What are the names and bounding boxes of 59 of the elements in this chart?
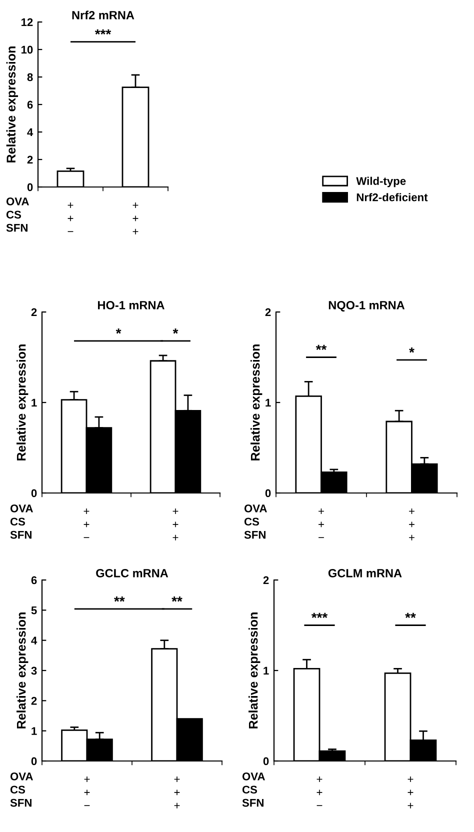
y-tick-label: 0 bbox=[265, 489, 271, 498]
annotation: ** bbox=[114, 596, 125, 602]
y-tick-label: 0 bbox=[31, 489, 37, 498]
x-axis-title: OVA CS SFN bbox=[242, 772, 265, 807]
y-axis-title: Relative expression bbox=[6, 46, 18, 162]
annotation: ** bbox=[316, 344, 327, 350]
x-tick-label: + + − bbox=[316, 776, 322, 806]
y-tick-label: 0 bbox=[263, 757, 269, 766]
y-tick-label: 4 bbox=[27, 128, 34, 136]
x-tick-label: + + + bbox=[174, 776, 180, 808]
y-tick-label: 1 bbox=[32, 727, 37, 735]
y-tick-label: 6 bbox=[27, 100, 33, 109]
annotation: *** bbox=[94, 29, 112, 35]
annotation: *** bbox=[311, 612, 328, 618]
x-axis-title: OVA CS SFN bbox=[10, 772, 33, 807]
x-axis-title: OVA CS SFN bbox=[10, 504, 33, 539]
y-axis-title: Relative expression bbox=[250, 344, 262, 460]
y-tick-label: 0 bbox=[27, 183, 33, 192]
annotation: * bbox=[116, 328, 122, 334]
x-tick-label: + + + bbox=[409, 508, 414, 540]
y-tick-label: 1 bbox=[264, 666, 269, 675]
y-tick-label: 1 bbox=[32, 398, 37, 407]
chart-title: GCLC mRNA bbox=[96, 568, 168, 578]
y-tick-label: 0 bbox=[31, 757, 37, 766]
y-tick-label: 8 bbox=[27, 73, 33, 82]
annotation: ** bbox=[172, 596, 182, 602]
x-tick-label: + + − bbox=[318, 508, 324, 538]
y-tick-label: 2 bbox=[31, 308, 37, 316]
y-tick-label: 2 bbox=[265, 308, 271, 316]
y-axis-title: Relative expression bbox=[16, 612, 28, 728]
y-tick-label: 4 bbox=[31, 636, 38, 644]
x-axis-title: OVA CS SFN bbox=[6, 198, 29, 232]
y-axis-title: Relative expression bbox=[16, 344, 28, 460]
y-tick-label: 12 bbox=[21, 18, 33, 26]
y-tick-label: 2 bbox=[27, 156, 33, 164]
x-axis-title: OVA CS SFN bbox=[244, 504, 267, 539]
y-tick-label: 10 bbox=[21, 46, 33, 54]
chart-title: NQO-1 mRNA bbox=[328, 300, 405, 312]
y-tick-label: 2 bbox=[263, 576, 269, 584]
annotation: ** bbox=[405, 612, 416, 618]
chart-title: Nrf2 mRNA bbox=[72, 10, 134, 20]
x-tick-label: + + − bbox=[84, 776, 90, 806]
legend-label: Nrf2-deficient bbox=[356, 193, 428, 202]
chart-title: GCLM mRNA bbox=[328, 568, 402, 578]
chart-title: HO-1 mRNA bbox=[98, 300, 164, 310]
x-tick-label: + + + bbox=[132, 202, 138, 234]
y-axis-title: Relative expression bbox=[248, 612, 260, 728]
x-tick-label: + + + bbox=[172, 508, 178, 540]
y-tick-label: 1 bbox=[266, 398, 271, 407]
x-tick-label: + + − bbox=[84, 508, 90, 538]
annotation: * bbox=[409, 348, 414, 353]
y-tick-label: 2 bbox=[31, 696, 37, 705]
annotation: * bbox=[172, 328, 178, 334]
y-tick-label: 6 bbox=[31, 576, 37, 584]
x-tick-label: + + − bbox=[68, 202, 74, 232]
legend-label: Wild-type bbox=[356, 176, 406, 188]
y-tick-label: 5 bbox=[31, 606, 37, 614]
x-tick-label: + + + bbox=[408, 776, 414, 808]
y-tick-label: 3 bbox=[31, 666, 37, 675]
